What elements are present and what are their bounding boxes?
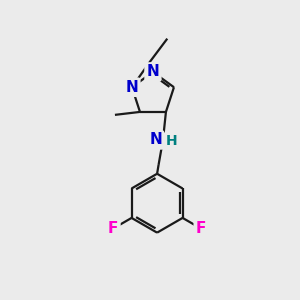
- Text: N: N: [149, 132, 162, 147]
- Text: F: F: [108, 221, 119, 236]
- Text: H: H: [165, 134, 177, 148]
- Text: N: N: [126, 80, 138, 95]
- Text: F: F: [196, 221, 206, 236]
- Text: N: N: [147, 64, 159, 80]
